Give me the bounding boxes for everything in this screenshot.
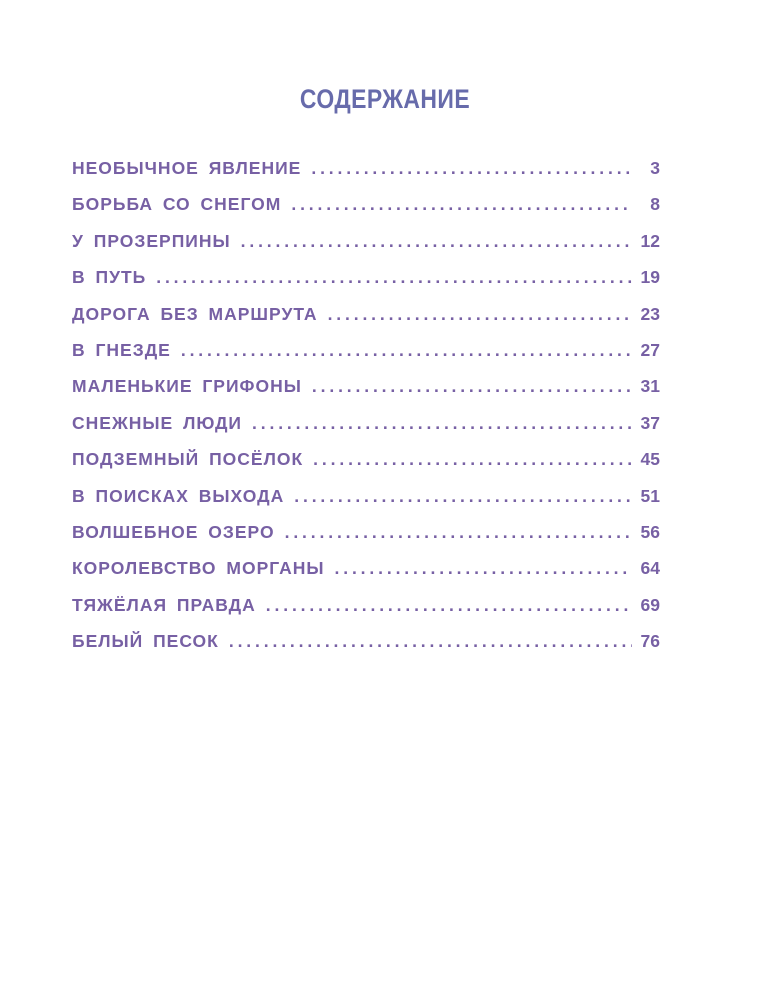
leader-dots [294,486,632,507]
toc-entry-page: 76 [640,631,660,652]
toc-entry[interactable]: ПОДЗЕМНЫЙ ПОСЁЛОК 45 [72,449,660,485]
leader-dots [156,267,632,288]
toc-entry-title: ВОЛШЕБНОЕ ОЗЕРО [72,521,275,542]
toc-entry-title: НЕОБЫЧНОЕ ЯВЛЕНИЕ [72,158,302,178]
leader-dots [313,449,632,470]
toc-entry[interactable]: В ПОИСКАХ ВЫХОДА 51 [72,486,660,522]
toc-entry-page: 69 [640,594,660,615]
toc-entry-page: 23 [640,303,660,324]
toc-entry-page: 45 [640,449,660,470]
toc-entry[interactable]: БОРЬБА СО СНЕГОМ 8 [72,194,660,230]
leader-dots [285,522,632,543]
leader-dots [335,558,633,579]
toc-entry-page: 27 [640,339,660,360]
toc-entry[interactable]: ТЯЖЁЛАЯ ПРАВДА 69 [72,595,660,631]
toc-entry-title: В ГНЕЗДЕ [72,339,171,360]
toc-entry[interactable]: СНЕЖНЫЕ ЛЮДИ 37 [72,413,660,449]
toc-entry-page: 19 [640,267,660,288]
toc-entry[interactable]: НЕОБЫЧНОЕ ЯВЛЕНИЕ 3 [72,158,660,194]
leader-dots [312,376,632,397]
toc-entry[interactable]: У ПРОЗЕРПИНЫ 12 [72,231,660,267]
toc-entry[interactable]: ДОРОГА БЕЗ МАРШРУТА 23 [72,304,660,340]
toc-entry-page: 37 [640,412,660,433]
toc-entry[interactable]: БЕЛЫЙ ПЕСОК 76 [72,631,660,667]
toc-entry-title: У ПРОЗЕРПИНЫ [72,230,231,251]
toc-entry[interactable]: МАЛЕНЬКИЕ ГРИФОНЫ 31 [72,376,660,412]
toc-entry[interactable]: В ПУТЬ 19 [72,267,660,303]
leader-dots [252,413,632,434]
leader-dots [291,194,632,215]
toc-entry[interactable]: КОРОЛЕВСТВО МОРГАНЫ 64 [72,558,660,594]
toc-entry-title: МАЛЕНЬКИЕ ГРИФОНЫ [72,376,302,397]
toc-entry-title: ДОРОГА БЕЗ МАРШРУТА [72,303,318,324]
toc-entry-title: ПОДЗЕМНЫЙ ПОСЁЛОК [72,449,304,470]
toc-entry-page: 12 [640,230,660,251]
leader-dots [311,158,632,179]
toc-entry-title: ТЯЖЁЛАЯ ПРАВДА [72,594,256,615]
leader-dots [181,340,632,361]
page-title: СОДЕРЖАНИЕ [299,84,471,114]
toc-entry-title: БОРЬБА СО СНЕГОМ [72,194,282,215]
toc-entry-page: 3 [650,158,660,178]
toc-entry-page: 31 [640,376,660,397]
leader-dots [328,304,632,325]
toc-entry-page: 51 [640,485,660,506]
leader-dots [229,631,632,652]
toc-entry-title: В ПУТЬ [72,267,147,288]
toc-entry-page: 56 [640,521,660,542]
toc-entry-title: БЕЛЫЙ ПЕСОК [72,631,219,652]
toc-entry-title: КОРОЛЕВСТВО МОРГАНЫ [72,558,325,579]
toc-entry[interactable]: В ГНЕЗДЕ 27 [72,340,660,376]
toc-entry[interactable]: ВОЛШЕБНОЕ ОЗЕРО 56 [72,522,660,558]
leader-dots [241,231,632,252]
toc-entry-page: 64 [640,558,660,579]
toc-entry-title: В ПОИСКАХ ВЫХОДА [72,485,285,506]
table-of-contents: НЕОБЫЧНОЕ ЯВЛЕНИЕ 3 БОРЬБА СО СНЕГОМ 8 У ПРО… [72,158,660,667]
leader-dots [266,595,632,616]
toc-entry-title: СНЕЖНЫЕ ЛЮДИ [72,412,243,433]
toc-entry-page: 8 [650,194,660,215]
